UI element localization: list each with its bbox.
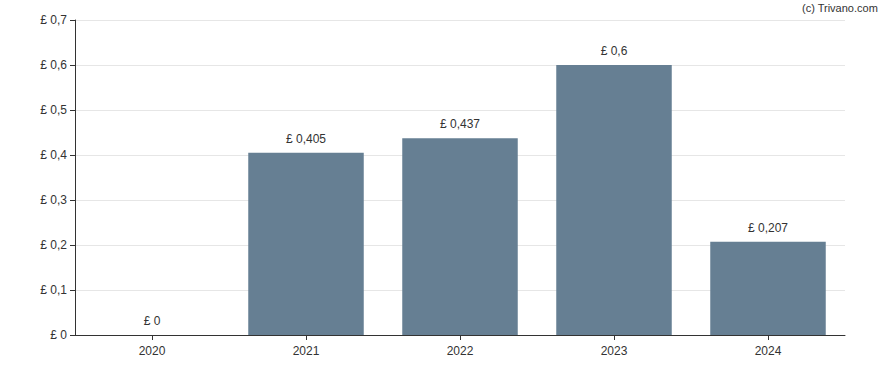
- svg-text:2024: 2024: [755, 344, 782, 358]
- svg-text:£ 0,405: £ 0,405: [286, 132, 326, 146]
- svg-text:£ 0,207: £ 0,207: [748, 221, 788, 235]
- svg-text:£ 0,437: £ 0,437: [440, 117, 480, 131]
- svg-text:£ 0,6: £ 0,6: [40, 58, 67, 72]
- svg-text:£ 0,4: £ 0,4: [40, 148, 67, 162]
- svg-text:£ 0,5: £ 0,5: [40, 103, 67, 117]
- svg-text:£ 0,3: £ 0,3: [40, 193, 67, 207]
- svg-text:£ 0: £ 0: [144, 314, 161, 328]
- svg-text:£ 0,1: £ 0,1: [40, 283, 67, 297]
- svg-text:2021: 2021: [293, 344, 320, 358]
- svg-text:£ 0: £ 0: [50, 328, 67, 342]
- svg-text:(c) Trivano.com: (c) Trivano.com: [802, 2, 878, 14]
- svg-text:2020: 2020: [139, 344, 166, 358]
- svg-text:£ 0,2: £ 0,2: [40, 238, 67, 252]
- svg-text:2022: 2022: [447, 344, 474, 358]
- svg-text:£ 0,6: £ 0,6: [601, 44, 628, 58]
- svg-text:£ 0,7: £ 0,7: [40, 13, 67, 27]
- svg-text:2023: 2023: [601, 344, 628, 358]
